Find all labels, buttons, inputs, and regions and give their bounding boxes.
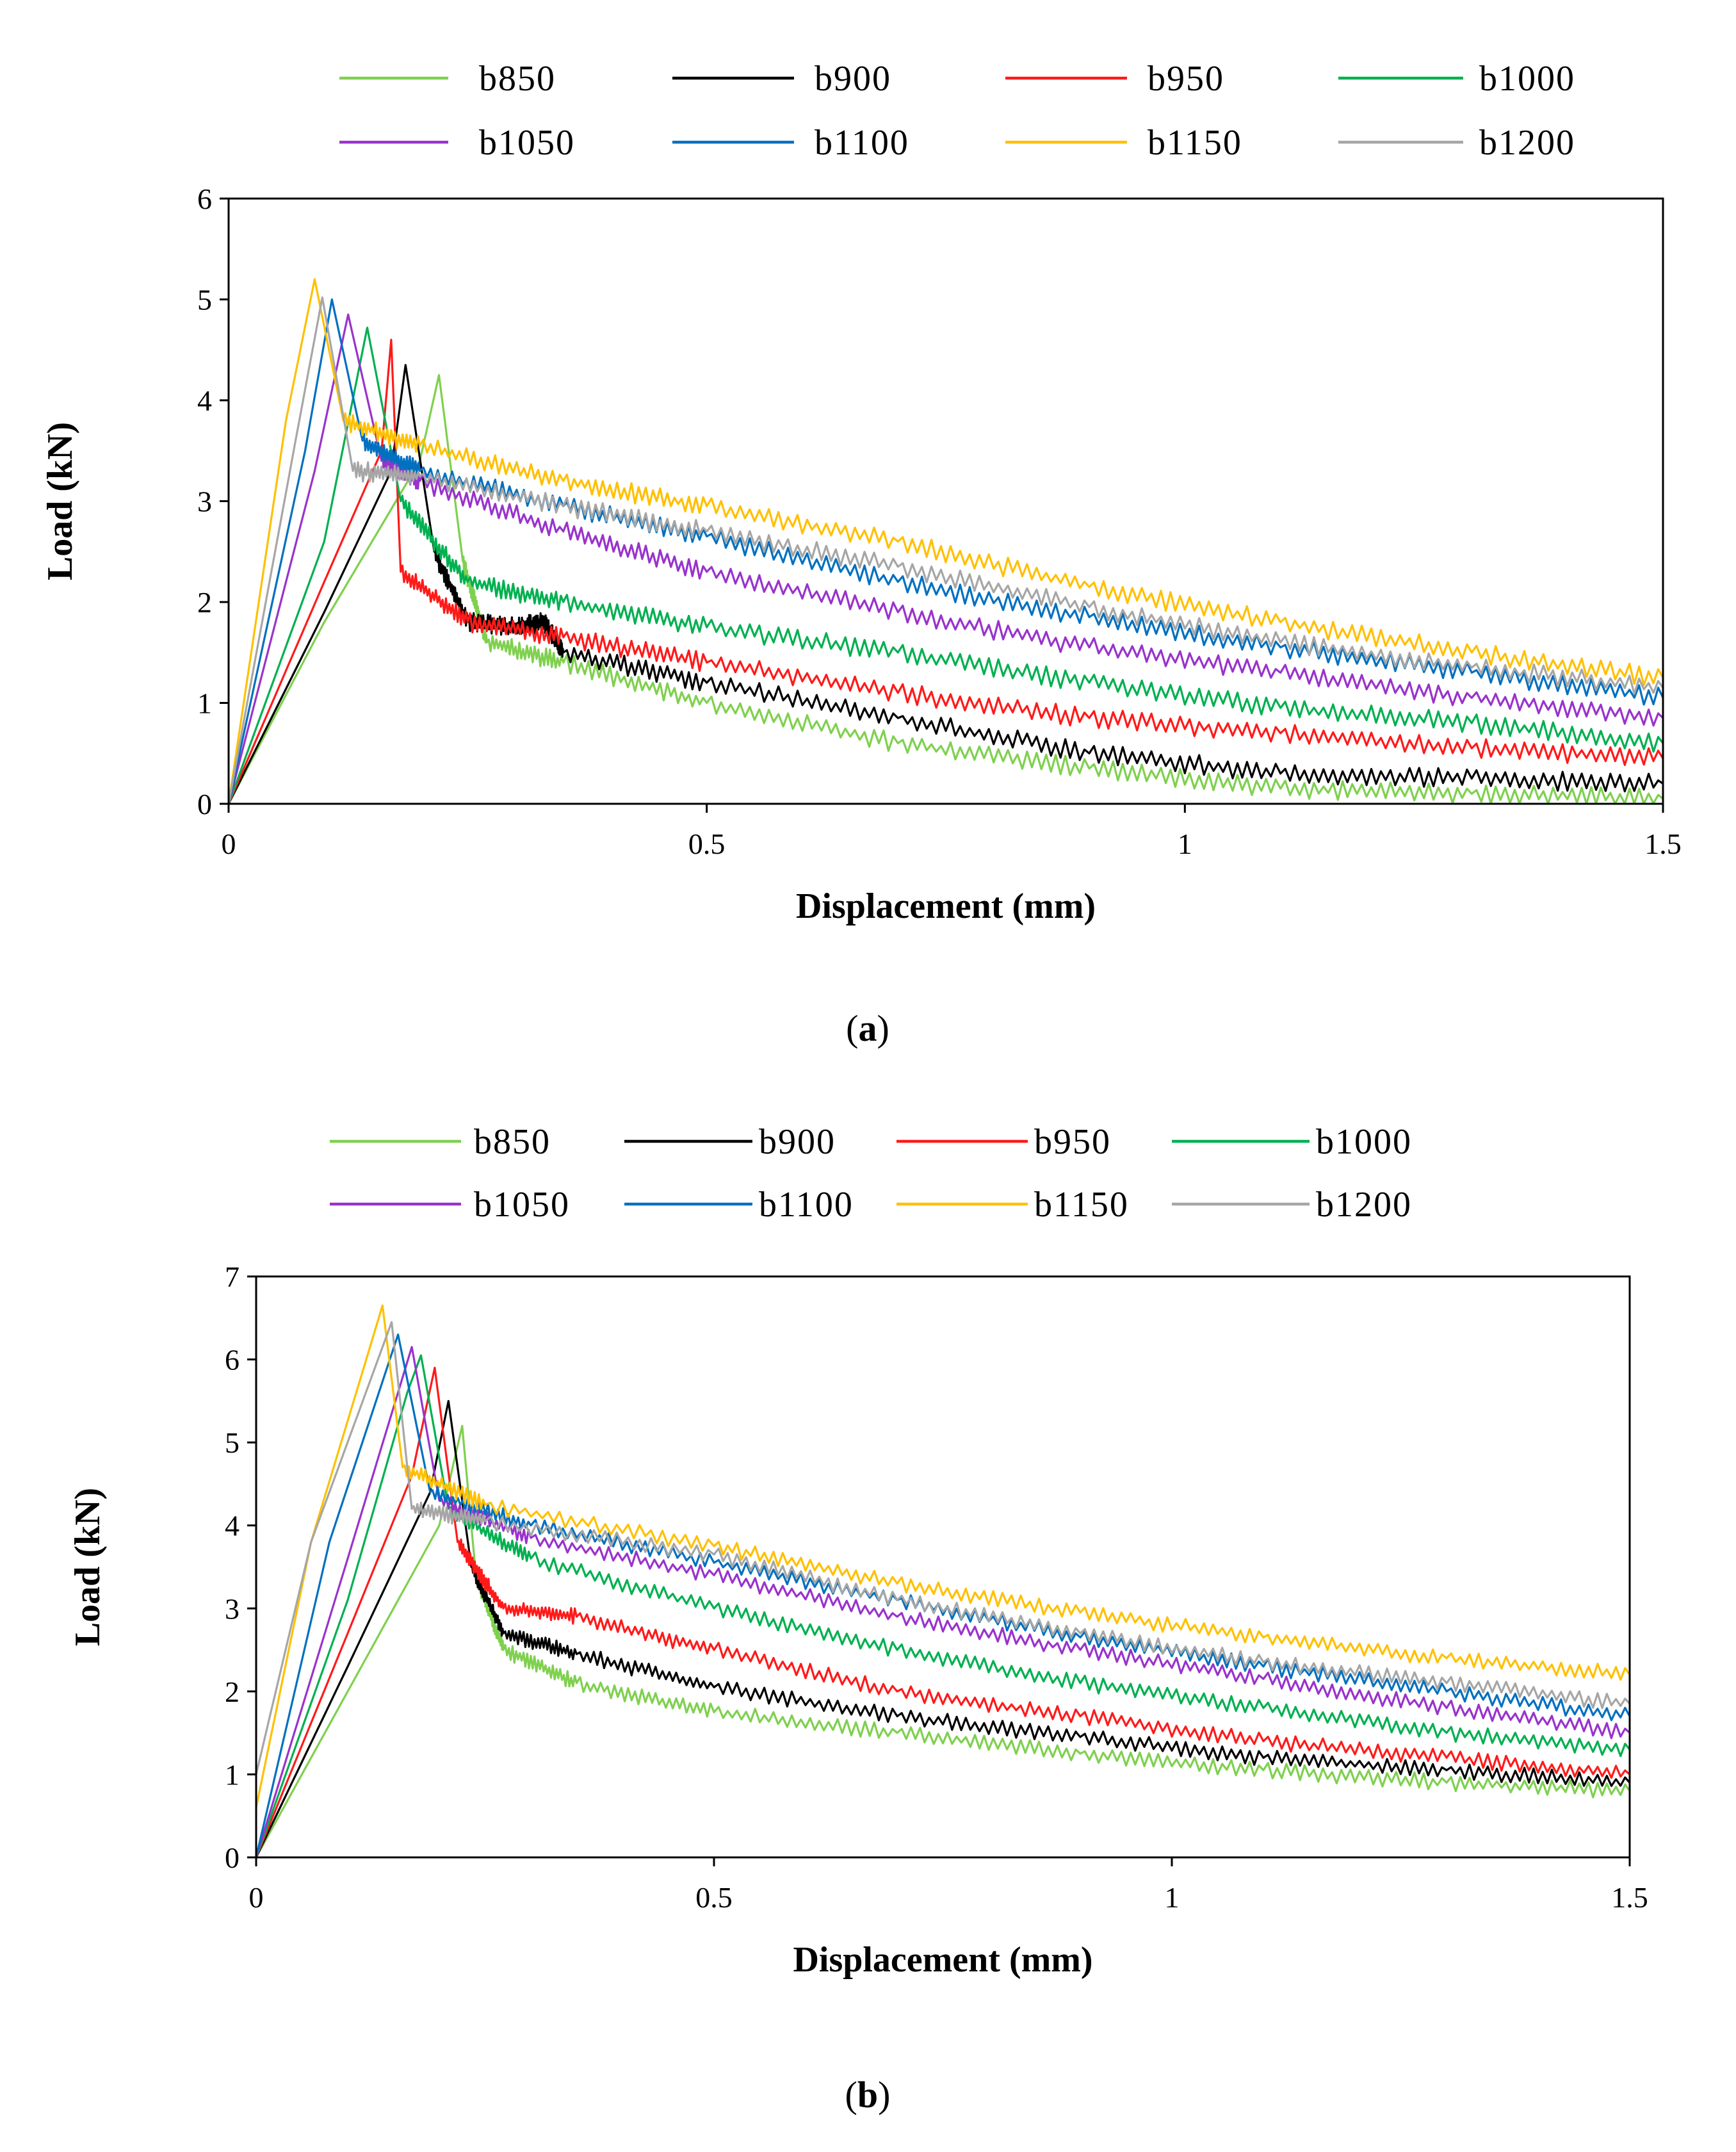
series-line-b950 <box>229 338 1663 804</box>
panel-caption: (a) <box>846 1007 889 1049</box>
series-line-b950 <box>256 1366 1630 1857</box>
y-tick-label: 6 <box>197 183 212 215</box>
y-tick-label: 2 <box>225 1675 239 1708</box>
y-tick-label: 4 <box>225 1510 239 1542</box>
legend-label-b1200: b1200 <box>1479 123 1575 163</box>
legend-label-b1050: b1050 <box>479 123 575 163</box>
y-tick-label: 3 <box>197 485 212 518</box>
legend-label-b950: b950 <box>1034 1122 1111 1162</box>
x-axis-title: Displacement (mm) <box>793 1940 1092 1980</box>
legend-label-b1150: b1150 <box>1034 1185 1129 1225</box>
y-axis-title: Load (kN) <box>68 1488 108 1646</box>
y-tick-label: 4 <box>197 384 212 417</box>
series-group <box>229 278 1663 804</box>
x-axis-title: Displacement (mm) <box>796 886 1096 926</box>
legend-label-b850: b850 <box>474 1122 551 1162</box>
legend-label-b900: b900 <box>815 59 891 99</box>
x-tick-label: 0 <box>222 827 236 860</box>
chart-panel-a: 0 1 2 3 4 5 6 0 0.5 1 1.5 Displacement (mm) Load (kN… <box>40 59 1682 1049</box>
legend-label-b1100: b1100 <box>815 123 909 163</box>
series-line-b1050 <box>256 1346 1630 1857</box>
legend-label-b1200: b1200 <box>1316 1185 1412 1225</box>
series-line-b1200 <box>256 1321 1630 1775</box>
x-tick-label: 0 <box>249 1881 264 1914</box>
y-tick-label: 7 <box>225 1260 239 1293</box>
series-line-b900 <box>256 1399 1630 1857</box>
legend-label-b950: b950 <box>1148 59 1224 99</box>
y-tick-label: 1 <box>197 687 212 720</box>
x-tick-label: 1 <box>1178 827 1192 860</box>
series-line-b1150 <box>229 278 1663 804</box>
series-line-b1150 <box>256 1304 1630 1809</box>
legend-label-b1150: b1150 <box>1148 123 1242 163</box>
y-tick-label: 5 <box>197 284 212 316</box>
y-tick-label: 5 <box>225 1426 239 1459</box>
y-tick-label: 0 <box>197 788 212 820</box>
y-tick-label: 0 <box>225 1841 239 1874</box>
legend-label-b850: b850 <box>479 59 556 99</box>
plot-frame <box>227 197 1664 805</box>
plot-frame <box>255 1275 1631 1859</box>
series-line-b1000 <box>229 327 1663 804</box>
x-tick-label: 0.5 <box>695 1881 733 1914</box>
x-tick-label: 1.5 <box>1611 1881 1648 1914</box>
y-tick-label: 3 <box>225 1592 239 1625</box>
x-tick-label: 1 <box>1165 1881 1180 1914</box>
legend-label-b1000: b1000 <box>1316 1122 1412 1162</box>
y-tick-label: 1 <box>225 1758 239 1791</box>
series-line-b1000 <box>256 1354 1630 1857</box>
legend-label-b900: b900 <box>759 1122 836 1162</box>
chart-panel-b: 0 1 2 3 4 5 6 7 0 0.5 1 1.5 Displacement (mm) Load (k… <box>68 1122 1648 2115</box>
y-axis-title: Load (kN) <box>40 422 80 580</box>
x-tick-label: 0.5 <box>688 827 726 860</box>
x-tick-label: 1.5 <box>1644 827 1682 860</box>
panel-caption: (b) <box>845 2074 891 2115</box>
series-group <box>256 1304 1630 1857</box>
series-line-b850 <box>229 374 1663 804</box>
legend-label-b1050: b1050 <box>474 1185 570 1225</box>
series-line-b1200 <box>229 296 1663 804</box>
y-tick-label: 6 <box>225 1344 239 1376</box>
y-tick-label: 2 <box>197 586 212 619</box>
series-line-b850 <box>256 1424 1630 1857</box>
legend-label-b1000: b1000 <box>1479 59 1575 99</box>
legend-label-b1100: b1100 <box>759 1185 854 1225</box>
